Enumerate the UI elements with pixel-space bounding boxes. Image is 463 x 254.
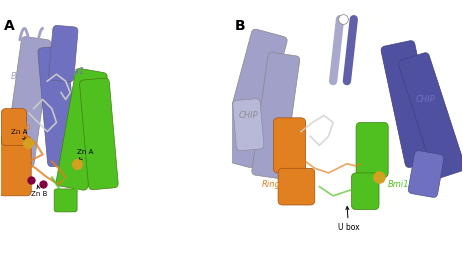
Text: Bmi1: Bmi1 (86, 95, 108, 104)
FancyBboxPatch shape (0, 136, 31, 196)
Text: A: A (4, 19, 14, 33)
Text: Zn A: Zn A (11, 129, 27, 140)
FancyBboxPatch shape (5, 37, 51, 167)
Text: CHIP: CHIP (239, 111, 259, 120)
FancyBboxPatch shape (219, 29, 287, 167)
FancyBboxPatch shape (38, 46, 77, 167)
FancyBboxPatch shape (49, 25, 78, 82)
FancyBboxPatch shape (408, 151, 444, 197)
Text: Zn A: Zn A (77, 149, 94, 161)
FancyBboxPatch shape (54, 189, 77, 212)
Text: B: B (234, 19, 245, 33)
Text: Ring1b: Ring1b (1, 122, 31, 132)
FancyBboxPatch shape (351, 173, 379, 210)
FancyBboxPatch shape (399, 53, 463, 178)
Text: CHIP: CHIP (416, 95, 435, 104)
FancyBboxPatch shape (252, 53, 300, 179)
FancyBboxPatch shape (381, 41, 439, 167)
FancyBboxPatch shape (56, 68, 107, 190)
Text: Zn B: Zn B (31, 185, 48, 197)
Text: Ring1b: Ring1b (262, 180, 292, 189)
Text: Brca1: Brca1 (61, 68, 85, 76)
FancyBboxPatch shape (278, 168, 315, 205)
FancyBboxPatch shape (233, 99, 264, 151)
Text: Bard1: Bard1 (11, 72, 36, 81)
FancyBboxPatch shape (274, 118, 306, 173)
Text: U box: U box (338, 207, 359, 232)
FancyBboxPatch shape (80, 78, 118, 190)
FancyBboxPatch shape (1, 109, 27, 145)
FancyBboxPatch shape (356, 122, 388, 178)
Text: Bmi1: Bmi1 (388, 180, 410, 189)
